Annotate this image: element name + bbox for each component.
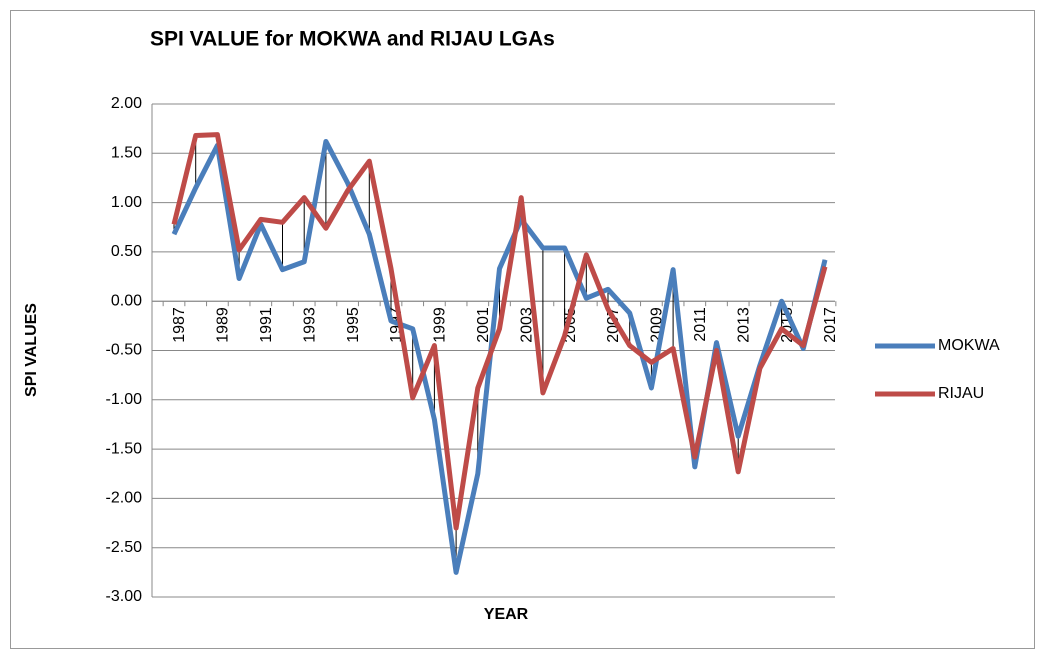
x-tick-label: 2017 — [822, 307, 839, 343]
x-tick-label: 2003 — [518, 307, 535, 343]
x-tick-label: 1987 — [171, 307, 188, 343]
x-axis-label: YEAR — [484, 606, 529, 623]
y-tick-label: -2.50 — [106, 539, 143, 556]
series-line — [171, 132, 828, 531]
y-tick-label: 0.00 — [111, 292, 142, 309]
y-tick-label: 2.00 — [111, 95, 142, 112]
x-tick-label: 1999 — [432, 307, 449, 343]
x-tick-label: 2013 — [735, 307, 752, 343]
x-tick-label: 1995 — [345, 307, 362, 343]
y-tick-label: -0.50 — [106, 342, 143, 359]
chart-title: SPI VALUE for MOKWA and RIJAU LGAs — [150, 28, 555, 51]
y-tick-label: 1.00 — [111, 194, 142, 211]
legend-label: RIJAU — [938, 385, 984, 402]
y-tick-label: -3.00 — [106, 588, 143, 605]
x-tick-label: 1993 — [301, 307, 318, 343]
y-tick-label: -1.00 — [106, 391, 143, 408]
x-tick-label: 1989 — [215, 307, 232, 343]
chart-border — [10, 10, 1035, 649]
y-tick-label: 0.50 — [111, 243, 142, 260]
y-tick-label: 1.50 — [111, 145, 142, 162]
series-line — [171, 138, 828, 575]
x-tick-label: 2001 — [475, 307, 492, 343]
x-tick-label: 1991 — [258, 307, 275, 343]
x-tick-label: 2011 — [692, 307, 709, 342]
y-tick-label: -2.00 — [106, 490, 143, 507]
y-axis-label: SPI VALUES — [23, 303, 40, 397]
y-tick-label: -1.50 — [106, 440, 143, 457]
legend-label: MOKWA — [938, 337, 1000, 354]
